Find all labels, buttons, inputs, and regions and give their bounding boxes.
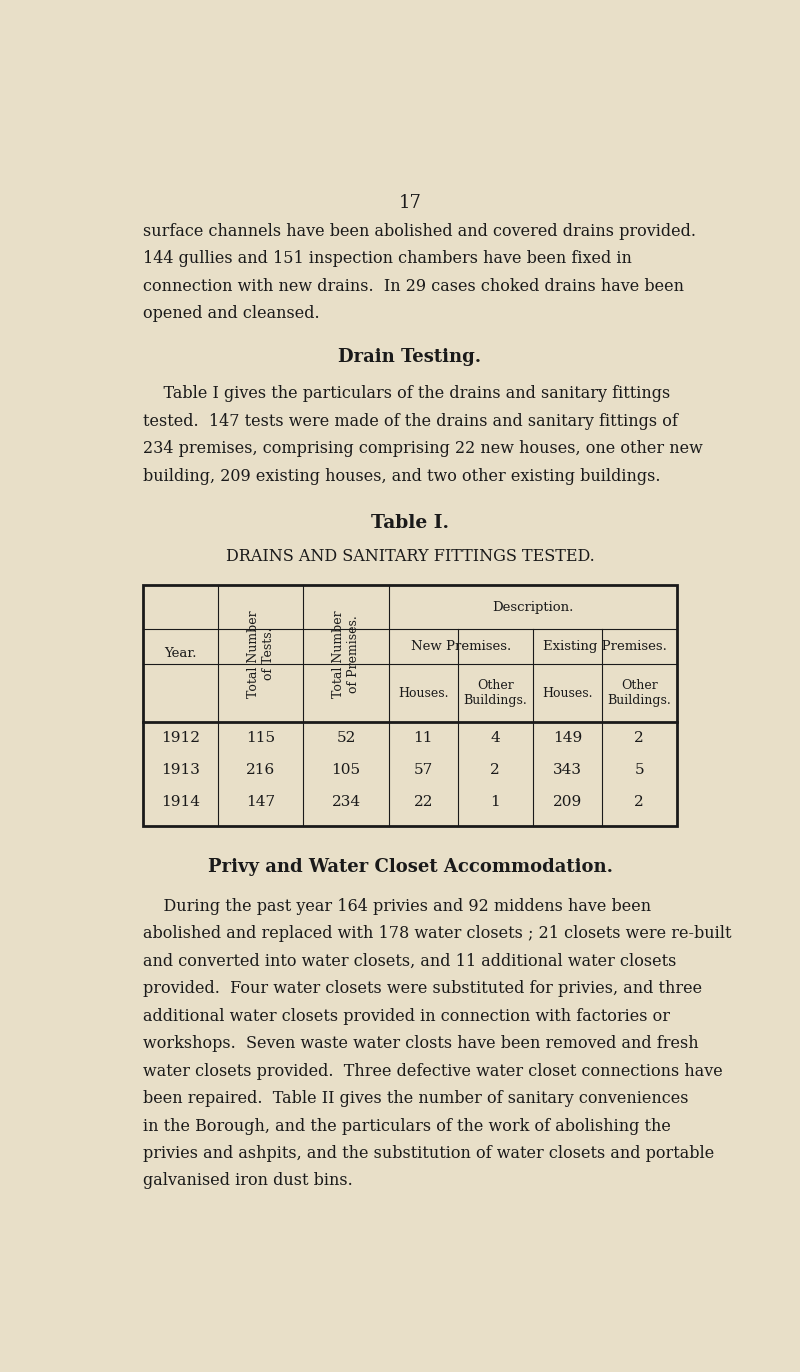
Text: been repaired.  Table II gives the number of sanitary conveniences: been repaired. Table II gives the number… (143, 1091, 689, 1107)
Text: 57: 57 (414, 763, 433, 777)
Text: 5: 5 (634, 763, 644, 777)
Text: in the Borough, and the particulars of the work of abolishing the: in the Borough, and the particulars of t… (143, 1118, 671, 1135)
Text: 2: 2 (490, 763, 500, 777)
Bar (143, 584, 677, 826)
Text: Total Number
of Tests.: Total Number of Tests. (246, 611, 274, 697)
Text: abolished and replaced with 178 water closets ; 21 closets were re-built: abolished and replaced with 178 water cl… (143, 925, 732, 943)
Text: Other
Buildings.: Other Buildings. (607, 679, 671, 708)
Text: 22: 22 (414, 794, 433, 808)
Text: 52: 52 (336, 731, 356, 745)
Text: 216: 216 (246, 763, 275, 777)
Text: 1913: 1913 (162, 763, 200, 777)
Text: 147: 147 (246, 794, 275, 808)
Text: Houses.: Houses. (542, 687, 593, 700)
Text: 11: 11 (414, 731, 433, 745)
Text: Description.: Description. (492, 601, 574, 613)
Text: 105: 105 (331, 763, 361, 777)
Text: surface channels have been abolished and covered drains provided.: surface channels have been abolished and… (143, 222, 696, 240)
Text: 209: 209 (553, 794, 582, 808)
Text: 2: 2 (634, 794, 644, 808)
Text: 4: 4 (490, 731, 500, 745)
Text: Houses.: Houses. (398, 687, 449, 700)
Text: Drain Testing.: Drain Testing. (338, 348, 482, 366)
Text: opened and cleansed.: opened and cleansed. (143, 305, 320, 322)
Text: 144 gullies and 151 inspection chambers have been fixed in: 144 gullies and 151 inspection chambers … (143, 250, 632, 268)
Text: During the past year 164 privies and 92 middens have been: During the past year 164 privies and 92 … (143, 897, 651, 915)
Text: 1: 1 (490, 794, 500, 808)
Text: 234 premises, comprising comprising 22 new houses, one other new: 234 premises, comprising comprising 22 n… (143, 440, 703, 457)
Text: Existing Premises.: Existing Premises. (542, 641, 666, 653)
Text: Table I gives the particulars of the drains and sanitary fittings: Table I gives the particulars of the dra… (143, 386, 670, 402)
Text: 1914: 1914 (162, 794, 200, 808)
Text: tested.  147 tests were made of the drains and sanitary fittings of: tested. 147 tests were made of the drain… (143, 413, 678, 429)
Text: Privy and Water Closet Accommodation.: Privy and Water Closet Accommodation. (207, 858, 613, 875)
Text: workshops.  Seven waste water closts have been removed and fresh: workshops. Seven waste water closts have… (143, 1034, 699, 1052)
Text: 115: 115 (246, 731, 275, 745)
Text: 234: 234 (331, 794, 361, 808)
Text: DRAINS AND SANITARY FITTINGS TESTED.: DRAINS AND SANITARY FITTINGS TESTED. (226, 549, 594, 565)
Text: Table I.: Table I. (371, 514, 449, 532)
Text: provided.  Four water closets were substituted for privies, and three: provided. Four water closets were substi… (143, 980, 702, 997)
Text: 149: 149 (553, 731, 582, 745)
Text: water closets provided.  Three defective water closet connections have: water closets provided. Three defective … (143, 1063, 723, 1080)
Text: building, 209 existing houses, and two other existing buildings.: building, 209 existing houses, and two o… (143, 468, 661, 484)
Text: galvanised iron dust bins.: galvanised iron dust bins. (143, 1173, 353, 1190)
Text: 2: 2 (634, 731, 644, 745)
Text: Year.: Year. (165, 648, 197, 660)
Text: 17: 17 (398, 195, 422, 213)
Text: Total Number
of Premises.: Total Number of Premises. (332, 611, 360, 697)
Text: 1912: 1912 (162, 731, 200, 745)
Text: and converted into water closets, and 11 additional water closets: and converted into water closets, and 11… (143, 952, 677, 970)
Text: Other
Buildings.: Other Buildings. (463, 679, 527, 708)
Text: privies and ashpits, and the substitution of water closets and portable: privies and ashpits, and the substitutio… (143, 1146, 714, 1162)
Text: New Premises.: New Premises. (410, 641, 510, 653)
Text: additional water closets provided in connection with factories or: additional water closets provided in con… (143, 1007, 670, 1025)
Text: connection with new drains.  In 29 cases choked drains have been: connection with new drains. In 29 cases … (143, 277, 685, 295)
Text: 343: 343 (553, 763, 582, 777)
